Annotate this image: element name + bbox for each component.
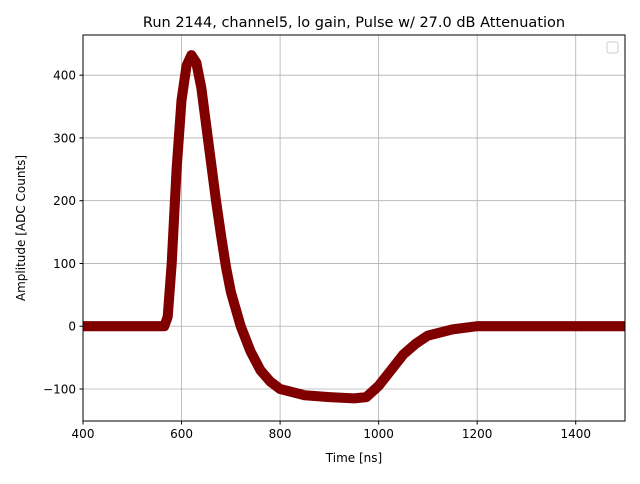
axes-frame bbox=[83, 35, 625, 421]
legend-box bbox=[607, 42, 618, 53]
x-tick-label: 1200 bbox=[462, 427, 493, 441]
grid bbox=[83, 35, 625, 421]
plot-area bbox=[83, 55, 625, 399]
chart-title: Run 2144, channel5, lo gain, Pulse w/ 27… bbox=[143, 15, 565, 31]
x-tick-label: 400 bbox=[72, 427, 95, 441]
waveform-band bbox=[83, 55, 625, 398]
y-tick-label: 300 bbox=[53, 131, 76, 145]
y-tick-label: 0 bbox=[68, 320, 76, 334]
ticks: 400 600 800 1000 1200 1400 −100 0 100 200 300 400 bbox=[43, 69, 591, 441]
y-axis-label: Amplitude [ADC Counts] bbox=[14, 155, 28, 301]
y-tick-label: 400 bbox=[53, 69, 76, 83]
x-axis-label: Time [ns] bbox=[325, 451, 382, 465]
x-tick-label: 600 bbox=[170, 427, 193, 441]
x-tick-label: 1000 bbox=[363, 427, 394, 441]
y-tick-label: 200 bbox=[53, 194, 76, 208]
x-tick-label: 1400 bbox=[560, 427, 591, 441]
y-tick-label: 100 bbox=[53, 257, 76, 271]
y-tick-label: −100 bbox=[43, 382, 76, 396]
x-tick-label: 800 bbox=[269, 427, 292, 441]
